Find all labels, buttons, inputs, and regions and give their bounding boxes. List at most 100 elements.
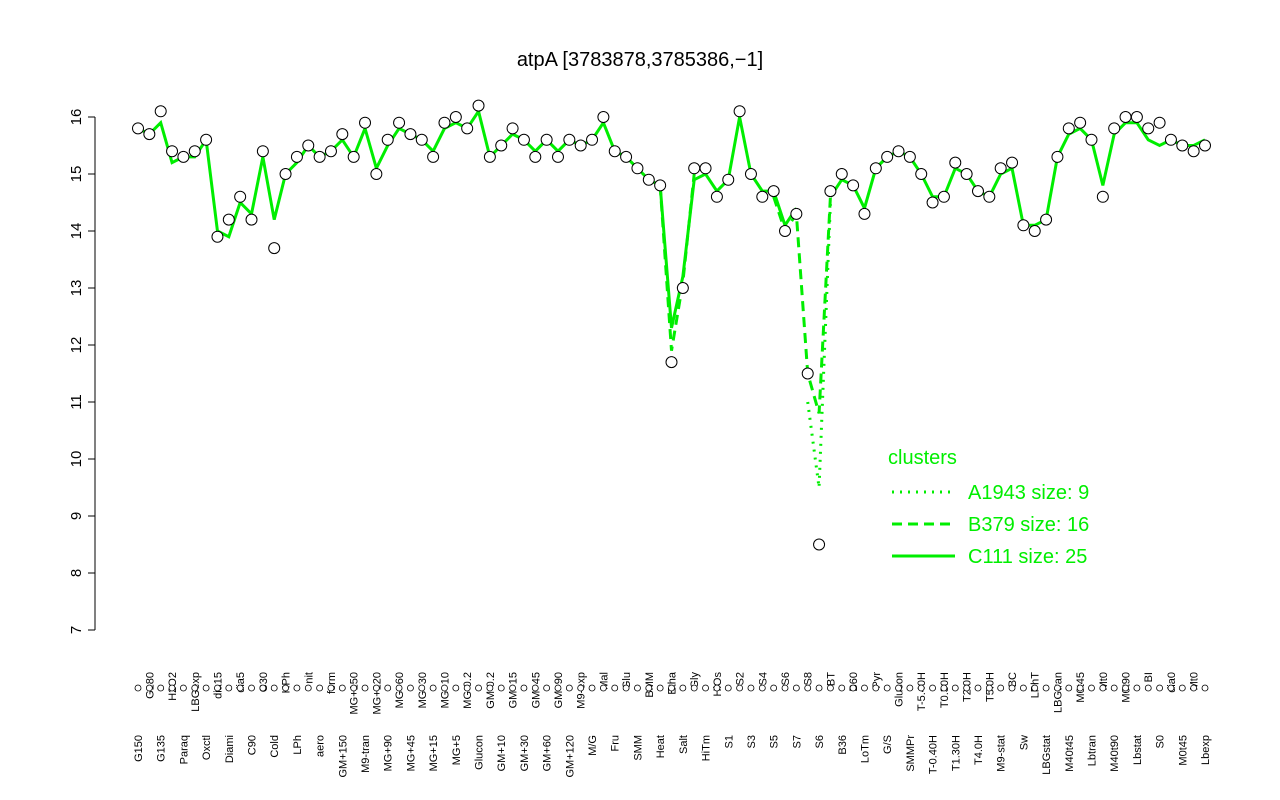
rug (849, 684, 857, 692)
legend-label: A1943 size: 9 (968, 482, 1089, 504)
rug (588, 684, 596, 692)
point (290, 150, 303, 163)
rug (350, 684, 358, 692)
point (506, 122, 519, 135)
point (1199, 139, 1211, 152)
point (1176, 139, 1189, 152)
x-tick-label: S5 (769, 735, 781, 748)
x-tick-label: Lbstat (1132, 735, 1144, 765)
point (517, 133, 530, 146)
rug (384, 684, 392, 692)
rug (781, 684, 789, 692)
y-tick-label: 7 (68, 626, 85, 634)
point (427, 150, 440, 163)
rug (713, 684, 721, 692)
rug (951, 684, 959, 692)
rug (668, 684, 675, 692)
point (370, 168, 383, 180)
rug (134, 684, 142, 692)
point (211, 230, 224, 243)
rug (895, 684, 902, 692)
point (143, 128, 156, 141)
x-tick-label: BT (825, 672, 837, 686)
rug (202, 684, 210, 692)
point (132, 122, 144, 135)
y-tick-label: 8 (68, 569, 85, 577)
point (529, 150, 542, 163)
point (586, 133, 599, 146)
x-tick-label: Paraq (178, 735, 190, 764)
legend-title: clusters (888, 447, 957, 469)
point (438, 116, 451, 129)
rug (838, 684, 846, 692)
x-tick-label: Gly (689, 672, 701, 689)
point (245, 213, 258, 226)
x-tick-label: S6 (814, 735, 826, 748)
point (631, 162, 644, 175)
rug (293, 684, 301, 692)
rug (577, 684, 585, 692)
rug (1008, 684, 1016, 692)
rug (963, 684, 971, 692)
rug (747, 684, 755, 692)
x-tick-label: S7 (791, 735, 803, 748)
x-tick-label: M40t45 (1064, 735, 1076, 772)
rug (985, 684, 993, 692)
x-tick-label: Sw (1018, 735, 1030, 750)
rug (1133, 684, 1141, 692)
x-tick-label: T-5.40H (916, 672, 928, 711)
x-tick-label: LBGstat (1041, 735, 1053, 775)
point (665, 356, 678, 369)
rug (724, 684, 732, 692)
x-tick-label: G150 (133, 735, 145, 762)
x-tick-label: S1 (723, 735, 735, 748)
x-tick-label: aero (315, 735, 327, 757)
point (234, 190, 247, 203)
x-tick-label: C90 (247, 735, 259, 755)
rug (1201, 684, 1209, 692)
y-tick-label: 16 (68, 109, 85, 126)
point (359, 116, 372, 129)
rug (565, 684, 573, 692)
y-tick-label: 10 (68, 451, 85, 468)
rug (804, 684, 812, 692)
x-tick-label: S0 (1155, 735, 1167, 748)
rug (1088, 684, 1095, 692)
x-tick-label: M9-stat (996, 735, 1008, 772)
x-tick-label: LBGtran (1052, 672, 1064, 713)
rug (282, 684, 289, 692)
rug (1144, 684, 1152, 692)
x-tick-label: HiOs (712, 672, 724, 697)
rug (599, 684, 607, 692)
point (949, 156, 962, 169)
x-tick-label: GM+150 (337, 735, 349, 778)
rug (974, 684, 982, 692)
rug (225, 684, 233, 692)
x-tick-label: BC (1007, 672, 1019, 687)
x-tick-label: MG+150 (349, 672, 361, 715)
point (756, 190, 769, 203)
rug (463, 684, 471, 692)
point (404, 128, 417, 141)
point (302, 139, 315, 152)
point (1096, 190, 1109, 203)
point (1130, 111, 1143, 123)
x-tick-label: M/G (587, 735, 599, 756)
point (699, 162, 712, 175)
point (983, 190, 996, 203)
point (154, 105, 167, 118)
rug (543, 684, 551, 692)
point (676, 282, 689, 294)
rug (157, 684, 165, 692)
rug (486, 684, 494, 692)
rug (997, 684, 1005, 692)
point (937, 190, 950, 203)
x-tick-label: GM+10 (496, 735, 508, 771)
point (574, 139, 587, 152)
x-tick-label: GM+30 (519, 735, 531, 771)
point (620, 150, 633, 163)
point (903, 150, 916, 163)
rug (509, 684, 516, 692)
point (177, 150, 190, 163)
x-tick-label: Salt (678, 735, 690, 754)
